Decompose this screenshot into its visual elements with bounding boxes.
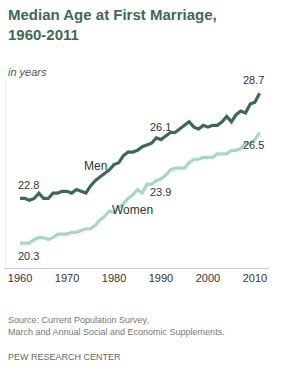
svg-text:Source: Current Population Sur: Source: Current Population Survey,March …: [8, 315, 225, 337]
svg-text:Men: Men: [84, 159, 107, 173]
svg-text:2000: 2000: [196, 272, 220, 284]
svg-text:PEW RESEARCH CENTER: PEW RESEARCH CENTER: [8, 352, 121, 362]
svg-text:Median Age at First Marriage,1: Median Age at First Marriage,1960-2011: [8, 6, 217, 43]
svg-text:23.9: 23.9: [150, 186, 171, 198]
svg-text:26.1: 26.1: [150, 121, 171, 133]
svg-text:1960: 1960: [8, 272, 32, 284]
svg-text:28.7: 28.7: [243, 74, 264, 86]
svg-text:1970: 1970: [55, 272, 79, 284]
svg-text:Women: Women: [112, 203, 153, 217]
svg-text:22.8: 22.8: [18, 179, 39, 191]
svg-text:1980: 1980: [102, 272, 126, 284]
svg-text:in years: in years: [8, 66, 47, 78]
svg-text:2010: 2010: [243, 272, 267, 284]
svg-text:1990: 1990: [149, 272, 173, 284]
svg-text:26.5: 26.5: [243, 139, 264, 151]
svg-text:20.3: 20.3: [18, 250, 39, 262]
